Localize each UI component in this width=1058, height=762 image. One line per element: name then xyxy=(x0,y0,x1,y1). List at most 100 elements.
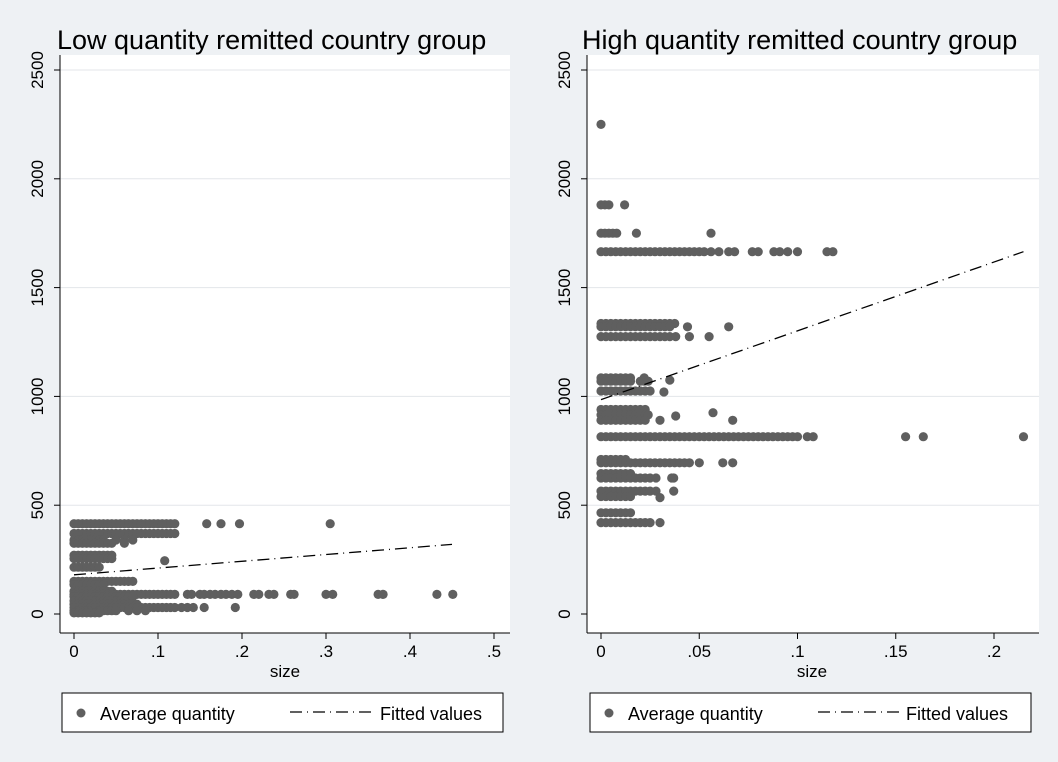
plot-area-high xyxy=(587,55,1039,633)
axes-low: 0 500 1000 1500 2000 2500 0 .1 .2 .3 .4 .5 xyxy=(28,51,510,661)
y-tick-label-high: 0 xyxy=(555,609,574,618)
scatter-point xyxy=(107,553,117,564)
scatter-point xyxy=(671,332,681,342)
scatter-point xyxy=(625,508,636,518)
scatter-point xyxy=(202,519,212,529)
scatter-point xyxy=(694,458,704,468)
scatter-point xyxy=(170,589,180,600)
y-tick-label-high: 500 xyxy=(555,491,574,519)
x-tick-label-high: .2 xyxy=(987,642,1001,661)
scatter-point xyxy=(233,589,243,600)
scatter-point xyxy=(708,408,718,418)
axes-high: 0 500 1000 1500 2000 2500 0 .05 .1 .15 .2 xyxy=(555,51,1039,661)
grid-high xyxy=(587,69,1039,506)
scatter-point xyxy=(714,247,724,257)
x-tick-label-low: .5 xyxy=(487,642,501,661)
y-tick-label-high: 2500 xyxy=(555,51,574,89)
scatter-point xyxy=(128,576,138,587)
scatter-point xyxy=(234,519,245,529)
y-tick-label-high: 1500 xyxy=(555,269,574,307)
scatter-point xyxy=(140,606,150,616)
scatter-point xyxy=(620,200,630,210)
scatter-point xyxy=(704,332,714,342)
scatter-point xyxy=(645,386,655,396)
scatter-point xyxy=(378,589,388,600)
scatter-point xyxy=(792,432,803,442)
scatter-point xyxy=(792,247,803,257)
x-tick-label-low: .2 xyxy=(235,642,249,661)
scatter-point xyxy=(625,376,636,386)
scatter-point xyxy=(631,228,642,238)
scatter-point xyxy=(328,589,338,600)
y-tick-label-low: 2500 xyxy=(28,51,47,89)
chart-panel-high: 0 500 1000 1500 2000 2500 0 .05 .1 .15 .2 High qua… xyxy=(555,25,1039,733)
scatter-point xyxy=(128,592,138,602)
scatter-point xyxy=(901,432,911,442)
y-tick-label-high: 2000 xyxy=(555,160,574,198)
scatter-point xyxy=(808,432,818,442)
scatter-point xyxy=(730,247,740,257)
scatter-point xyxy=(669,473,679,483)
y-tick-label-low: 2000 xyxy=(28,160,47,198)
scatter-point xyxy=(669,486,679,496)
scatter-point xyxy=(718,458,728,468)
x-tick-label-low: .3 xyxy=(319,642,333,661)
scatter-point xyxy=(94,562,104,572)
scatter-point xyxy=(612,228,622,238)
scatter-point xyxy=(98,580,108,590)
scatter-point xyxy=(128,535,138,545)
scatter-point xyxy=(160,556,170,566)
scatter-point xyxy=(783,247,793,257)
y-tick-label-low: 0 xyxy=(28,609,47,618)
scatter-point xyxy=(665,322,675,332)
legend-label-fitted-values-high: Fitted values xyxy=(906,704,1008,724)
legend-label-fitted-values-low: Fitted values xyxy=(380,704,482,724)
scatter-point xyxy=(321,589,331,600)
scatter-point xyxy=(753,247,763,257)
scatter-point xyxy=(448,589,458,600)
scatter-point xyxy=(682,322,693,332)
scatter-point xyxy=(728,415,738,425)
y-tick-label-low: 500 xyxy=(28,491,47,519)
legend-low: Average quantity Fitted values xyxy=(61,692,504,733)
y-tick-label-low: 1500 xyxy=(28,269,47,307)
scatter-point xyxy=(199,602,209,613)
legend-marker-average-quantity-low xyxy=(76,708,86,718)
scatter-point xyxy=(188,602,198,613)
legend-label-average-quantity-low: Average quantity xyxy=(100,704,235,724)
scatter-point xyxy=(111,606,121,616)
scatter-point xyxy=(645,518,655,528)
chart-title-low: Low quantity remitted country group xyxy=(57,25,486,55)
scatter-point xyxy=(706,247,716,257)
y-tick-label-high: 1000 xyxy=(555,377,574,415)
scatter-point xyxy=(655,518,665,528)
scatter-point xyxy=(775,247,785,257)
legend-label-average-quantity-high: Average quantity xyxy=(628,704,763,724)
x-tick-label-high: .05 xyxy=(687,642,711,661)
scatter-point xyxy=(254,589,264,600)
scatter-point xyxy=(655,493,665,503)
scatter-point xyxy=(596,119,606,129)
scatter-point xyxy=(651,473,661,483)
scatter-point xyxy=(170,519,180,529)
scatter-point xyxy=(918,432,928,442)
x-tick-label-high: .15 xyxy=(884,642,908,661)
scatter-point xyxy=(671,411,681,421)
fitted-line xyxy=(73,543,453,576)
scatter-point xyxy=(684,458,695,468)
scatter-point xyxy=(659,387,669,397)
x-axis-label-low: size xyxy=(270,662,300,681)
scatter-point xyxy=(706,228,716,238)
scatter-point xyxy=(828,247,838,257)
scatter-point xyxy=(187,589,197,600)
grid-low xyxy=(60,69,510,506)
chart-title-high: High quantity remitted country group xyxy=(582,25,1017,55)
scatter-point xyxy=(684,332,695,342)
fitted-line xyxy=(600,251,1024,401)
scatter-point xyxy=(728,458,738,468)
legend-box-low xyxy=(61,692,504,733)
x-tick-label-low: 0 xyxy=(69,642,78,661)
scatter-point xyxy=(216,519,226,529)
scatter-point xyxy=(119,538,129,548)
